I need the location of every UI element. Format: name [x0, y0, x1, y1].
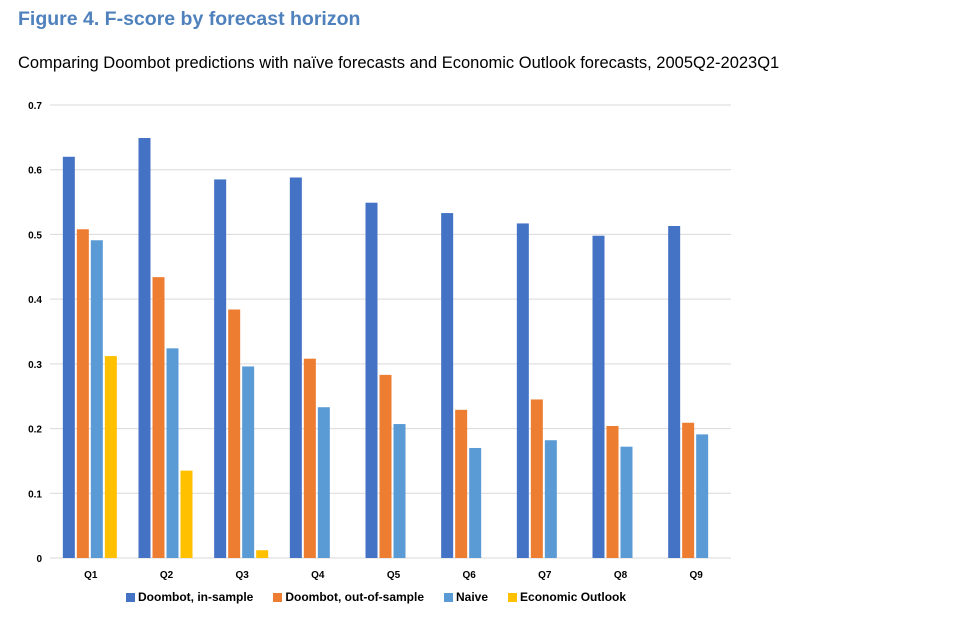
x-tick-label: Q6	[462, 570, 476, 581]
legend-swatch	[273, 592, 283, 602]
figure-subtitle: Comparing Doombot predictions with naïve…	[18, 54, 780, 72]
legend-label: Naive	[456, 590, 489, 604]
bar-naive-q8	[620, 446, 633, 558]
bar-doombot-in-sample-q9	[668, 226, 681, 558]
legend-label: Economic Outlook	[520, 590, 627, 604]
bar-naive-q9	[696, 434, 709, 558]
bar-doombot-in-sample-q2	[138, 138, 151, 559]
y-tick-label: 0.6	[28, 166, 42, 177]
y-tick-label: 0.5	[28, 230, 42, 241]
x-tick-label: Q7	[538, 570, 552, 581]
bar-doombot-out-of-sample-q8	[606, 425, 619, 558]
bar-doombot-in-sample-q5	[365, 202, 378, 558]
bar-doombot-out-of-sample-q6	[455, 409, 468, 558]
bar-doombot-in-sample-q6	[441, 213, 454, 558]
bar-naive-q2	[166, 348, 179, 558]
bar-doombot-out-of-sample-q9	[682, 422, 695, 558]
bar-naive-q6	[469, 447, 482, 558]
bar-economic-outlook-q1	[104, 356, 117, 558]
bar-doombot-in-sample-q1	[62, 156, 75, 558]
legend-label: Doombot, out-of-sample	[285, 590, 424, 604]
bar-naive-q1	[90, 240, 103, 558]
bar-doombot-out-of-sample-q2	[152, 277, 165, 558]
bar-naive-q4	[317, 407, 330, 558]
x-tick-label: Q3	[235, 570, 249, 581]
y-axis-ticks: 0 0.1 0.2 0.3 0.4 0.5 0.6 0.7	[28, 101, 42, 565]
y-tick-label: 0.1	[28, 489, 42, 500]
legend-item: Doombot, in-sample	[126, 590, 253, 604]
legend: Doombot, in-sample Doombot, out-of-sample…	[126, 590, 646, 604]
figure-title: Figure 4. F-score by forecast horizon	[18, 8, 361, 30]
bar-naive-q7	[544, 440, 557, 558]
x-axis-ticks: Q1 Q2 Q3 Q4 Q5 Q6 Q7 Q8 Q9	[84, 570, 703, 581]
bar-naive-q5	[393, 424, 406, 558]
legend-item: Doombot, out-of-sample	[273, 590, 424, 604]
legend-item: Economic Outlook	[508, 590, 626, 604]
y-tick-label: 0.7	[28, 101, 42, 112]
bar-doombot-out-of-sample-q5	[379, 374, 392, 558]
legend-item: Naive	[444, 590, 488, 604]
legend-swatch	[126, 592, 135, 602]
legend-swatch	[444, 592, 453, 602]
bar-doombot-out-of-sample-q3	[228, 309, 241, 558]
bar-naive-q3	[242, 366, 255, 558]
x-tick-label: Q1	[84, 570, 98, 581]
bar-doombot-in-sample-q7	[516, 223, 529, 559]
x-tick-label: Q5	[387, 570, 401, 581]
x-tick-label: Q8	[614, 570, 628, 581]
bars	[62, 138, 709, 559]
y-tick-label: 0.4	[28, 295, 42, 306]
x-tick-label: Q4	[311, 570, 325, 581]
x-tick-label: Q9	[689, 570, 703, 581]
bar-doombot-out-of-sample-q1	[76, 229, 89, 558]
bar-economic-outlook-q2	[180, 470, 193, 558]
bar-economic-outlook-q3	[256, 550, 269, 558]
y-tick-label: 0	[36, 554, 42, 565]
bar-doombot-out-of-sample-q4	[303, 358, 316, 558]
y-tick-label: 0.2	[28, 425, 42, 436]
bar-doombot-out-of-sample-q7	[530, 399, 543, 558]
x-tick-label: Q2	[160, 570, 174, 581]
bar-doombot-in-sample-q4	[289, 177, 302, 559]
legend-label: Doombot, in-sample	[138, 590, 254, 604]
bar-doombot-in-sample-q8	[592, 235, 605, 559]
bar-doombot-in-sample-q3	[214, 179, 227, 558]
legend-swatch	[508, 592, 518, 602]
y-tick-label: 0.3	[28, 360, 42, 371]
